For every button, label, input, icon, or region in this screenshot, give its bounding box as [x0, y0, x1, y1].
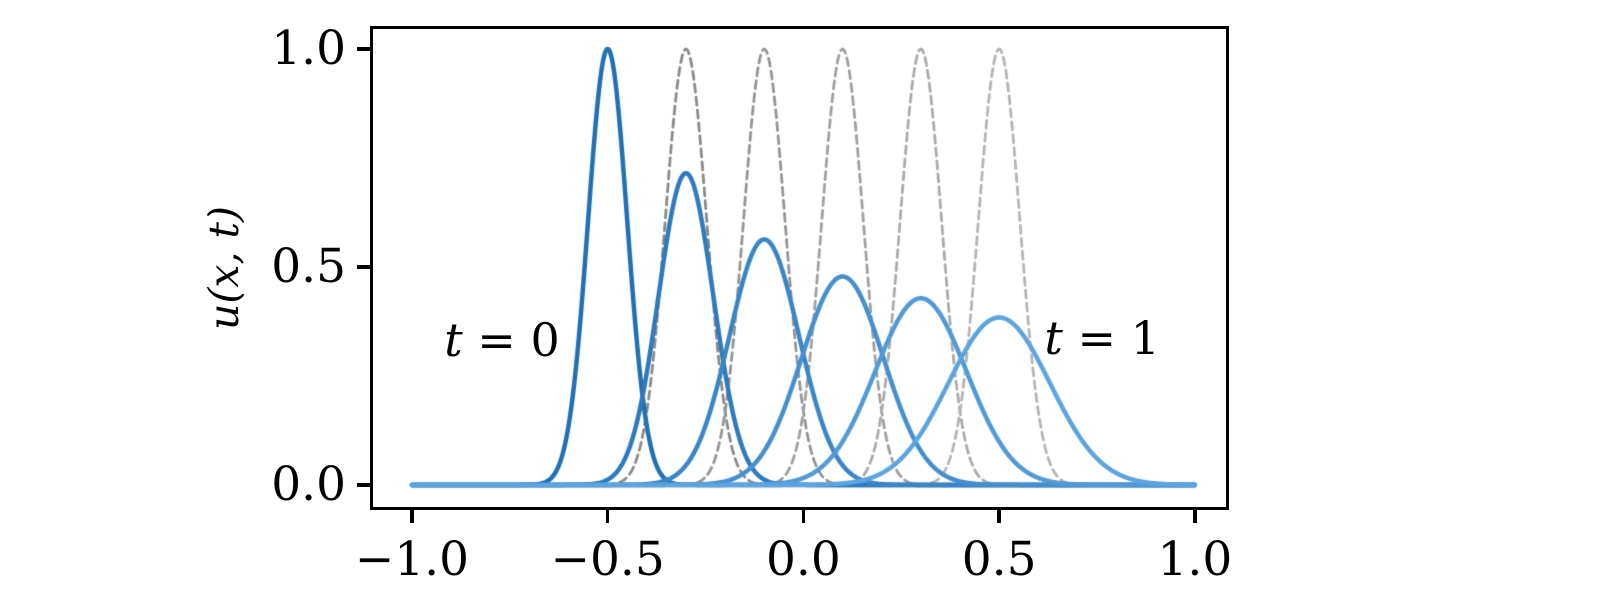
x-tick — [997, 509, 1001, 523]
annotation-t1: t = 1 — [1044, 311, 1160, 365]
annotation-t1-rest: = 1 — [1062, 310, 1160, 365]
annotation-t1-var: t — [1044, 310, 1063, 365]
annotation-t0: t = 0 — [444, 313, 560, 367]
x-tick-label: −1.0 — [354, 532, 469, 587]
y-tick — [357, 483, 371, 487]
annotation-t0-rest: = 0 — [462, 312, 560, 367]
y-tick-label: 0.5 — [271, 239, 346, 295]
x-tick — [801, 509, 806, 523]
y-tick-label: 0.0 — [271, 457, 346, 513]
x-tick — [605, 509, 610, 523]
curves-canvas — [372, 28, 1227, 508]
y-tick-label: 1.0 — [271, 21, 346, 77]
x-tick-label: 0.0 — [766, 532, 841, 587]
x-tick — [410, 509, 414, 523]
y-tick — [357, 265, 371, 269]
x-tick-label: −0.5 — [550, 532, 665, 587]
axes-spines — [370, 26, 1229, 510]
x-tick-label: 0.5 — [961, 532, 1037, 587]
y-tick — [357, 47, 371, 51]
annotation-t0-var: t — [444, 312, 463, 367]
x-tick — [1193, 509, 1197, 523]
x-tick-label: 1.0 — [1157, 532, 1233, 587]
